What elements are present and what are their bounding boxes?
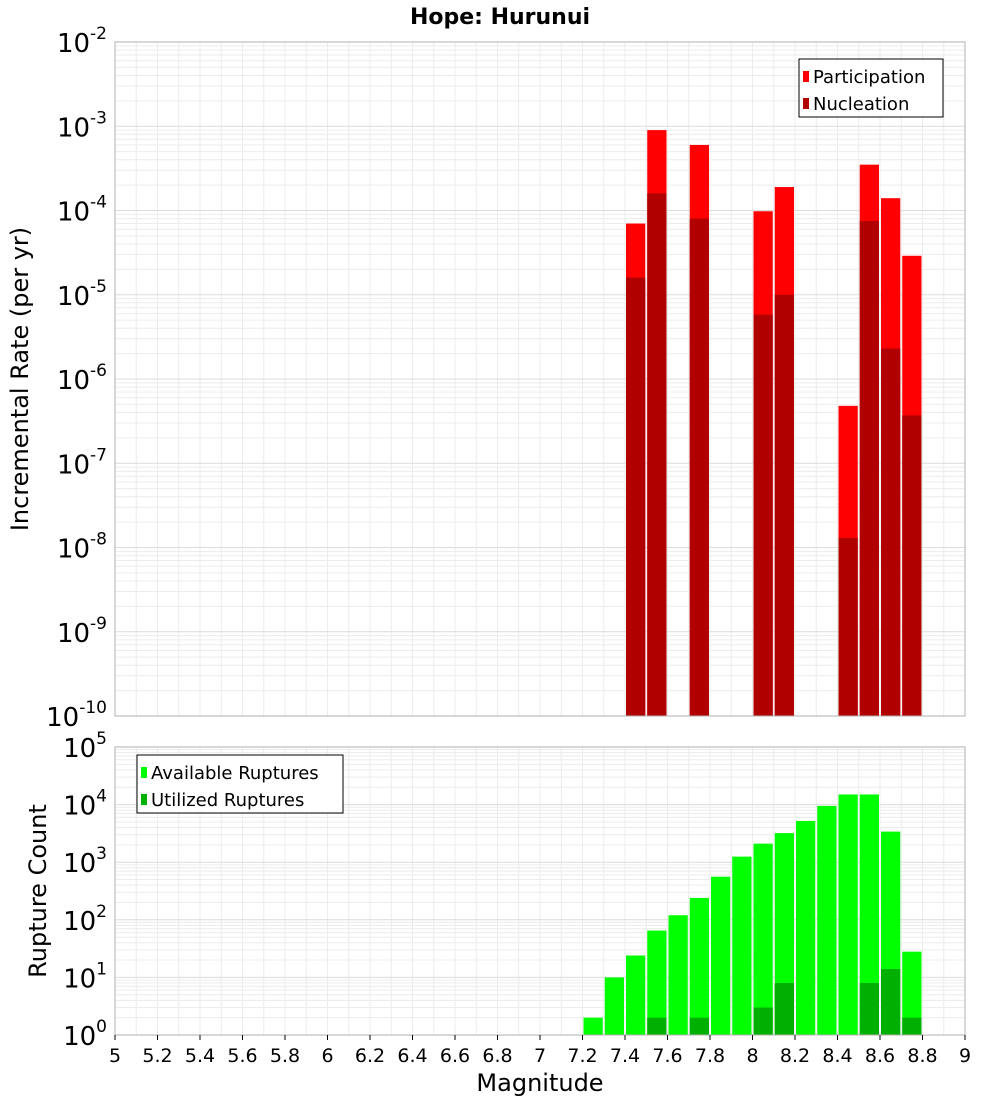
bar-nucleation bbox=[626, 277, 646, 716]
bar-available-ruptures bbox=[604, 977, 624, 1035]
x-tick-label: 6.6 bbox=[440, 1045, 470, 1067]
bar-available-ruptures bbox=[753, 843, 773, 1035]
bar-nucleation bbox=[753, 314, 773, 716]
bar-utilized-ruptures bbox=[774, 982, 794, 1035]
y-tick-label: 10-9 bbox=[57, 614, 107, 649]
y-tick-label: 10-7 bbox=[57, 445, 107, 480]
bar-utilized-ruptures bbox=[647, 1017, 667, 1035]
bar-available-ruptures bbox=[732, 856, 752, 1035]
legend-swatch bbox=[803, 98, 809, 109]
x-tick-label: 5.8 bbox=[270, 1045, 300, 1067]
x-tick-label: 7.6 bbox=[652, 1045, 682, 1067]
y-tick-label: 100 bbox=[63, 1017, 107, 1052]
bottom-plot: 100 101 102 103 104 105 5 5.2 5.4 5.6 5.8 6 6.2 6.4 6… bbox=[24, 729, 971, 1097]
x-tick-label: 8.8 bbox=[907, 1045, 937, 1067]
legend-label: Participation bbox=[813, 67, 925, 88]
top-grid bbox=[114, 42, 966, 717]
chart-title: Hope: Hurunui bbox=[410, 5, 590, 30]
bar-available-ruptures bbox=[711, 876, 731, 1035]
y-tick-label: 103 bbox=[63, 844, 107, 879]
y-tick-label: 105 bbox=[63, 729, 107, 764]
x-tick-label: 8.6 bbox=[865, 1045, 895, 1067]
top-y-ticks: 10-10 10-9 10-8 10-7 10-6 10-5 10-4 10-3 10-2 bbox=[46, 24, 107, 733]
legend-swatch bbox=[141, 767, 147, 778]
bar-available-ruptures bbox=[647, 930, 667, 1035]
y-tick-label: 10-3 bbox=[57, 108, 107, 143]
y-tick-label: 10-5 bbox=[57, 277, 107, 312]
top-legend: Participation Nucleation bbox=[798, 58, 944, 118]
y-tick-label: 10-10 bbox=[46, 698, 107, 733]
x-tick-label: 6.8 bbox=[482, 1045, 512, 1067]
y-tick-label: 10-4 bbox=[57, 193, 107, 228]
y-tick-label: 104 bbox=[63, 787, 107, 822]
x-tick-label: 5.4 bbox=[185, 1045, 215, 1067]
bar-available-ruptures bbox=[838, 794, 858, 1035]
x-tick-label: 6 bbox=[321, 1045, 333, 1067]
x-tick-label: 7.8 bbox=[695, 1045, 725, 1067]
y-tick-label: 10-2 bbox=[57, 24, 107, 59]
y-tick-label: 102 bbox=[63, 902, 107, 937]
bar-available-ruptures bbox=[689, 897, 709, 1035]
y-tick-label: 10-6 bbox=[57, 361, 107, 396]
bar-nucleation bbox=[689, 218, 709, 716]
x-ticks: 5 5.2 5.4 5.6 5.8 6 6.2 6.4 6.6 6.8 7 7.2 7.4 7.6 7.8 8… bbox=[109, 1035, 971, 1067]
bar-available-ruptures bbox=[817, 805, 837, 1035]
legend-label: Nucleation bbox=[813, 94, 909, 115]
x-tick-label: 5.2 bbox=[142, 1045, 172, 1067]
legend-label: Utilized Ruptures bbox=[151, 790, 304, 811]
x-tick-label: 7 bbox=[534, 1045, 546, 1067]
legend-swatch bbox=[803, 71, 809, 82]
bar-utilized-ruptures bbox=[859, 982, 879, 1035]
bar-nucleation bbox=[774, 294, 794, 716]
bar-available-ruptures bbox=[626, 955, 646, 1035]
bot-legend: Available Ruptures Utilized Ruptures bbox=[136, 754, 344, 814]
x-axis-label: Magnitude bbox=[476, 1069, 603, 1097]
legend-box bbox=[136, 754, 344, 814]
legend-swatch bbox=[141, 794, 147, 805]
x-tick-label: 6.4 bbox=[397, 1045, 427, 1067]
top-plot-frame bbox=[114, 41, 966, 717]
x-tick-label: 9 bbox=[959, 1045, 971, 1067]
x-tick-label: 8.4 bbox=[822, 1045, 852, 1067]
bar-utilized-ruptures bbox=[902, 1017, 922, 1035]
x-tick-label: 6.2 bbox=[355, 1045, 385, 1067]
x-tick-label: 8.2 bbox=[780, 1045, 810, 1067]
bar-nucleation bbox=[859, 221, 879, 716]
bot-bars bbox=[583, 794, 922, 1035]
bottom-y-axis-label: Rupture Count bbox=[24, 804, 52, 978]
x-tick-label: 5.6 bbox=[227, 1045, 257, 1067]
bar-available-ruptures bbox=[902, 951, 922, 1035]
bar-available-ruptures bbox=[583, 1017, 603, 1035]
bar-utilized-ruptures bbox=[881, 968, 901, 1035]
bar-available-ruptures bbox=[859, 794, 879, 1035]
x-tick-label: 5 bbox=[109, 1045, 121, 1067]
y-tick-label: 101 bbox=[63, 959, 107, 994]
x-tick-label: 7.2 bbox=[567, 1045, 597, 1067]
x-tick-label: 7.4 bbox=[610, 1045, 640, 1067]
bar-utilized-ruptures bbox=[753, 1007, 773, 1035]
x-tick-label: 8 bbox=[746, 1045, 758, 1067]
bot-y-ticks: 100 101 102 103 104 105 bbox=[63, 729, 107, 1052]
legend-label: Available Ruptures bbox=[151, 763, 319, 784]
top-y-axis-label: Incremental Rate (per yr) bbox=[6, 227, 34, 531]
bar-nucleation bbox=[647, 193, 667, 717]
bar-nucleation bbox=[881, 348, 901, 716]
bar-available-ruptures bbox=[668, 915, 688, 1035]
bar-available-ruptures bbox=[796, 820, 816, 1035]
bar-utilized-ruptures bbox=[689, 1017, 709, 1035]
bar-nucleation bbox=[902, 415, 922, 716]
top-plot: 10-10 10-9 10-8 10-7 10-6 10-5 10-4 10-3 10-2 In… bbox=[6, 24, 966, 733]
bar-nucleation bbox=[838, 537, 858, 716]
top-bars bbox=[626, 130, 922, 717]
legend-box bbox=[798, 58, 944, 118]
y-tick-label: 10-8 bbox=[57, 530, 107, 565]
